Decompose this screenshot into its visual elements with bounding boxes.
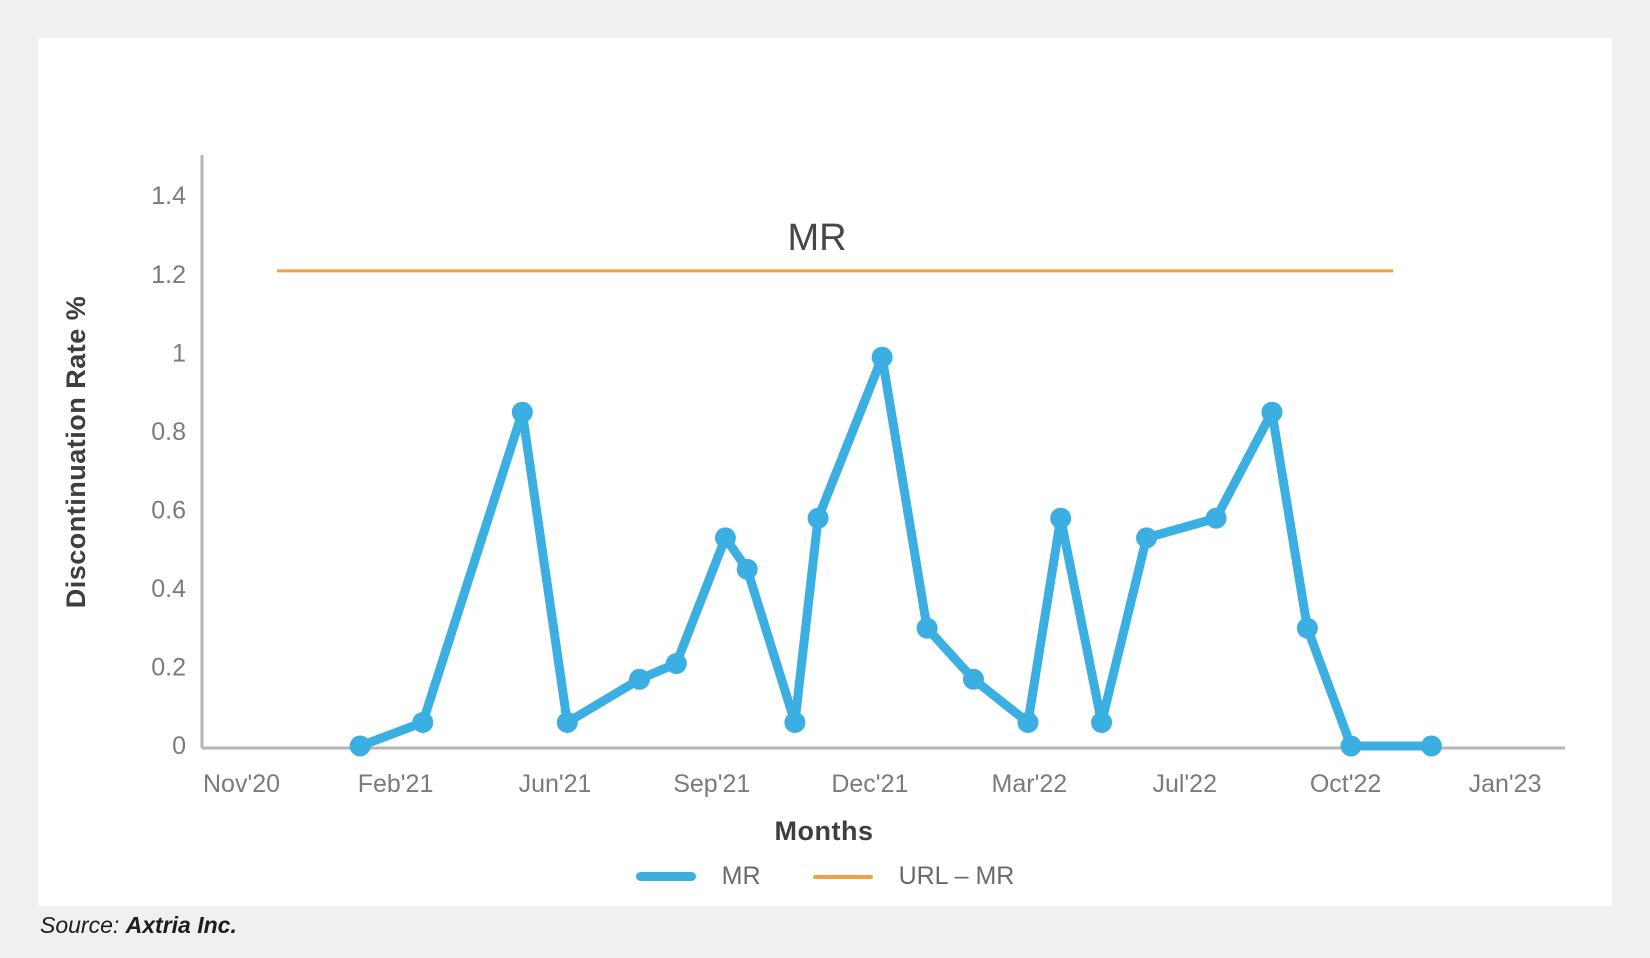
data-point-marker: [1136, 527, 1158, 549]
data-point-marker: [807, 507, 829, 529]
y-tick-label: 0: [172, 732, 186, 760]
x-tick-label: Jul'22: [1152, 770, 1217, 798]
mr-series-line: [355, 352, 1436, 751]
y-tick-label: 1.4: [151, 182, 186, 210]
data-point-marker: [511, 401, 533, 423]
x-axis-ticks: Nov'20 Feb'21 Jun'21 Sep'21 Dec'21 Mar'22 Jul'…: [203, 770, 1541, 798]
legend-label-mr: MR: [721, 862, 761, 890]
y-tick-label: 0.6: [151, 496, 186, 524]
data-point-marker: [1261, 401, 1283, 423]
data-point-marker: [916, 617, 938, 639]
data-point-marker: [714, 527, 736, 549]
y-axis-ticks: 0 0.2 0.4 0.6 0.8 1 1.2 1.4: [151, 182, 186, 760]
x-tick-label: Feb'21: [358, 770, 434, 798]
mr-line-swatch-icon: [635, 872, 696, 881]
data-point-marker: [1091, 711, 1113, 733]
series-layer: [276, 269, 1442, 757]
source-prefix: Source:: [40, 912, 120, 938]
source-name: Axtria Inc.: [125, 912, 237, 938]
y-tick-label: 1.2: [151, 261, 186, 289]
data-point-marker: [1420, 735, 1442, 757]
data-point-marker: [1296, 617, 1318, 639]
legend-item-mr: MR: [635, 862, 761, 891]
y-tick-label: 0.8: [151, 418, 186, 446]
data-point-marker: [665, 653, 687, 675]
data-point-marker: [349, 735, 371, 757]
data-point-marker: [962, 668, 984, 690]
legend-label-url-mr: URL – MR: [898, 862, 1015, 890]
y-tick-label: 1: [172, 339, 186, 367]
x-axis-title: Months: [775, 816, 874, 846]
legend-item-url-mr: URL – MR: [812, 862, 1015, 891]
chart-title: MR: [787, 217, 846, 259]
data-point-marker: [412, 711, 434, 733]
x-tick-label: Oct'22: [1310, 770, 1381, 798]
x-tick-label: Sep'21: [673, 770, 750, 798]
data-point-marker: [784, 711, 806, 733]
x-tick-label: Mar'22: [992, 770, 1068, 798]
data-point-marker: [1205, 507, 1227, 529]
data-point-marker: [1340, 735, 1362, 757]
chart-card: [38, 38, 1612, 906]
x-tick-label: Nov'20: [203, 770, 280, 798]
source-note: Source: Axtria Inc.: [40, 912, 237, 939]
x-tick-label: Jun'21: [519, 770, 592, 798]
data-point-marker: [556, 711, 578, 733]
y-tick-label: 0.2: [151, 653, 186, 681]
x-tick-label: Jan'23: [1469, 770, 1542, 798]
url-mr-line-swatch-icon: [812, 874, 873, 879]
data-point-marker: [629, 668, 651, 690]
y-axis-title: Discontinuation Rate %: [61, 296, 91, 609]
data-point-marker: [1017, 711, 1039, 733]
x-tick-label: Dec'21: [831, 770, 908, 798]
data-point-marker: [871, 346, 893, 368]
y-tick-label: 0.4: [151, 575, 186, 603]
data-point-marker: [1050, 507, 1072, 529]
data-point-marker: [736, 558, 758, 580]
chart-legend: MR URL – MR: [0, 862, 1650, 891]
